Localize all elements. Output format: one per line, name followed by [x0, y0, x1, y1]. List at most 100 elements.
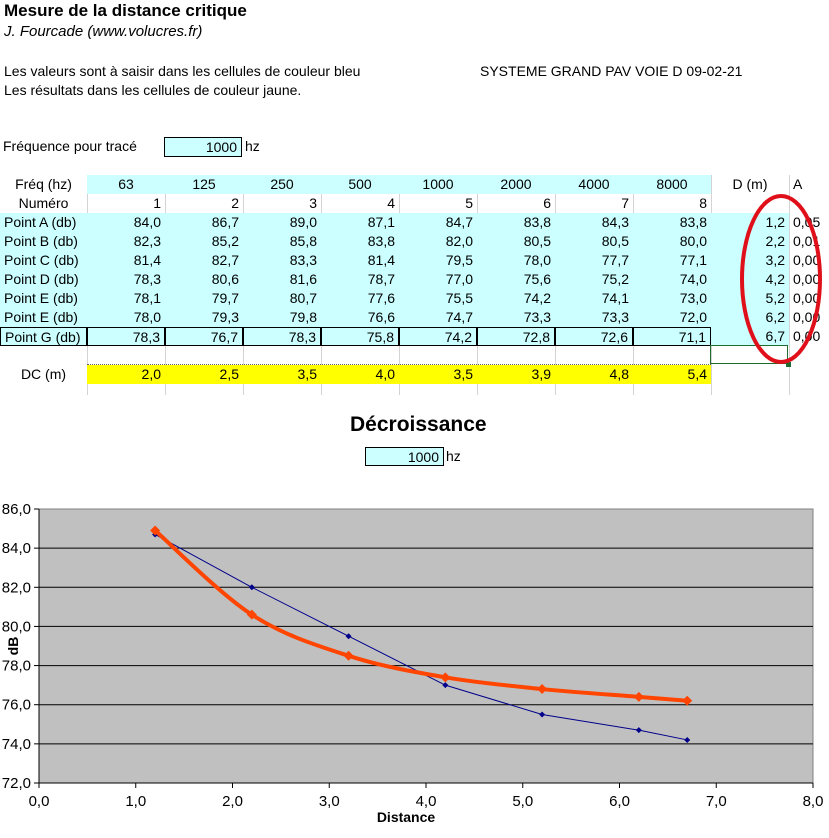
x-tick-label: 1,0: [125, 793, 146, 810]
numero-cell: 6: [543, 195, 551, 211]
db-value-cell[interactable]: 75,8: [321, 327, 399, 346]
db-value-cell[interactable]: 81,4: [321, 251, 399, 270]
a-cell: 0,05: [793, 214, 821, 230]
db-value-cell[interactable]: 86,7: [165, 213, 243, 232]
db-value-cell[interactable]: 72,8: [477, 327, 555, 346]
db-value-cell[interactable]: 82,7: [165, 251, 243, 270]
numero-cell: 3: [309, 195, 317, 211]
db-value-cell[interactable]: 73,3: [477, 308, 555, 327]
db-value-cell[interactable]: 83,8: [477, 213, 555, 232]
db-value-cell[interactable]: 80,5: [555, 232, 633, 251]
row-label: Point E (db): [0, 308, 87, 327]
distance-cell[interactable]: 1,2: [711, 213, 789, 232]
x-tick-label: 6,0: [609, 793, 630, 810]
db-value-cell[interactable]: 76,7: [165, 327, 243, 346]
y-tick-label: 78,0: [2, 658, 31, 675]
freq-header-cell: 63: [87, 175, 165, 194]
freq-header-cell: 8000: [633, 175, 711, 194]
db-value-cell[interactable]: 79,5: [399, 251, 477, 270]
db-value-cell[interactable]: 84,3: [555, 213, 633, 232]
y-tick-label: 80,0: [2, 618, 31, 635]
dc-value-cell: 4,0: [321, 365, 399, 384]
data-point: [633, 691, 644, 702]
db-value-cell[interactable]: 74,1: [555, 289, 633, 308]
db-value-cell[interactable]: 77,0: [399, 270, 477, 289]
distance-cell[interactable]: 6,2: [711, 308, 789, 327]
db-value-cell[interactable]: 74,0: [633, 270, 711, 289]
db-value-cell[interactable]: 81,4: [87, 251, 165, 270]
fill-handle[interactable]: [786, 362, 791, 367]
db-value-cell[interactable]: 78,0: [87, 308, 165, 327]
distance-cell[interactable]: 3,2: [711, 251, 789, 270]
db-value-cell[interactable]: 74,7: [399, 308, 477, 327]
db-value-cell[interactable]: 83,3: [243, 251, 321, 270]
x-tick-label: 5,0: [512, 793, 533, 810]
db-value-cell[interactable]: 80,5: [477, 232, 555, 251]
dc-value-cell: 3,9: [477, 365, 555, 384]
db-value-cell[interactable]: 78,3: [243, 327, 321, 346]
numero-cell: 5: [465, 195, 473, 211]
db-value-cell[interactable]: 79,8: [243, 308, 321, 327]
d-header: D (m): [732, 176, 768, 192]
grid-line: [789, 175, 790, 395]
freq-input[interactable]: 1000: [164, 137, 242, 157]
db-value-cell[interactable]: 74,2: [399, 327, 477, 346]
dc-value-cell: 4,8: [555, 365, 633, 384]
freq-header-cell: 250: [243, 175, 321, 194]
db-value-cell[interactable]: 80,0: [633, 232, 711, 251]
dc-value-cell: 2,5: [165, 365, 243, 384]
distance-cell[interactable]: 5,2: [711, 289, 789, 308]
db-value-cell[interactable]: 78,3: [87, 270, 165, 289]
db-value-cell[interactable]: 77,7: [555, 251, 633, 270]
db-value-cell[interactable]: 72,0: [633, 308, 711, 327]
db-value-cell[interactable]: 78,3: [87, 327, 165, 346]
freq-unit: hz: [245, 138, 260, 154]
freq-header-cell: 125: [165, 175, 243, 194]
db-value-cell[interactable]: 73,0: [633, 289, 711, 308]
db-value-cell[interactable]: 87,1: [321, 213, 399, 232]
db-value-cell[interactable]: 85,8: [243, 232, 321, 251]
chart-freq-unit: hz: [446, 448, 461, 464]
freq-header-cell: 4000: [555, 175, 633, 194]
y-tick-label: 84,0: [2, 540, 31, 557]
db-value-cell[interactable]: 81,6: [243, 270, 321, 289]
db-value-cell[interactable]: 74,2: [477, 289, 555, 308]
instruction-yellow: Les résultats dans les cellules de coule…: [4, 82, 302, 98]
y-tick-label: 72,0: [2, 775, 31, 792]
db-value-cell[interactable]: 75,2: [555, 270, 633, 289]
db-value-cell[interactable]: 71,1: [633, 327, 711, 346]
db-value-cell[interactable]: 80,6: [165, 270, 243, 289]
db-value-cell[interactable]: 78,0: [477, 251, 555, 270]
db-value-cell[interactable]: 83,8: [633, 213, 711, 232]
distance-cell[interactable]: 6,7: [711, 327, 789, 346]
db-value-cell[interactable]: 89,0: [243, 213, 321, 232]
data-point: [539, 711, 546, 718]
db-value-cell[interactable]: 82,0: [399, 232, 477, 251]
db-value-cell[interactable]: 84,0: [87, 213, 165, 232]
db-value-cell[interactable]: 77,1: [633, 251, 711, 270]
selected-cell[interactable]: [710, 345, 788, 364]
db-value-cell[interactable]: 77,6: [321, 289, 399, 308]
distance-cell[interactable]: 4,2: [711, 270, 789, 289]
distance-cell[interactable]: 2,2: [711, 232, 789, 251]
numero-cell: 1: [153, 195, 161, 211]
db-value-cell[interactable]: 78,1: [87, 289, 165, 308]
db-value-cell[interactable]: 76,6: [321, 308, 399, 327]
db-value-cell[interactable]: 82,3: [87, 232, 165, 251]
y-axis-label: dB: [5, 637, 21, 656]
db-value-cell[interactable]: 78,7: [321, 270, 399, 289]
db-value-cell[interactable]: 73,3: [555, 308, 633, 327]
db-value-cell[interactable]: 79,7: [165, 289, 243, 308]
db-value-cell[interactable]: 85,2: [165, 232, 243, 251]
db-value-cell[interactable]: 72,6: [555, 327, 633, 346]
db-value-cell[interactable]: 80,7: [243, 289, 321, 308]
chart-freq-input[interactable]: 1000: [365, 447, 444, 466]
db-value-cell[interactable]: 83,8: [321, 232, 399, 251]
row-label: Point A (db): [0, 213, 87, 232]
db-value-cell[interactable]: 75,6: [477, 270, 555, 289]
y-tick-label: 86,0: [2, 501, 31, 518]
db-value-cell[interactable]: 75,5: [399, 289, 477, 308]
data-point: [345, 633, 352, 640]
db-value-cell[interactable]: 84,7: [399, 213, 477, 232]
db-value-cell[interactable]: 79,3: [165, 308, 243, 327]
